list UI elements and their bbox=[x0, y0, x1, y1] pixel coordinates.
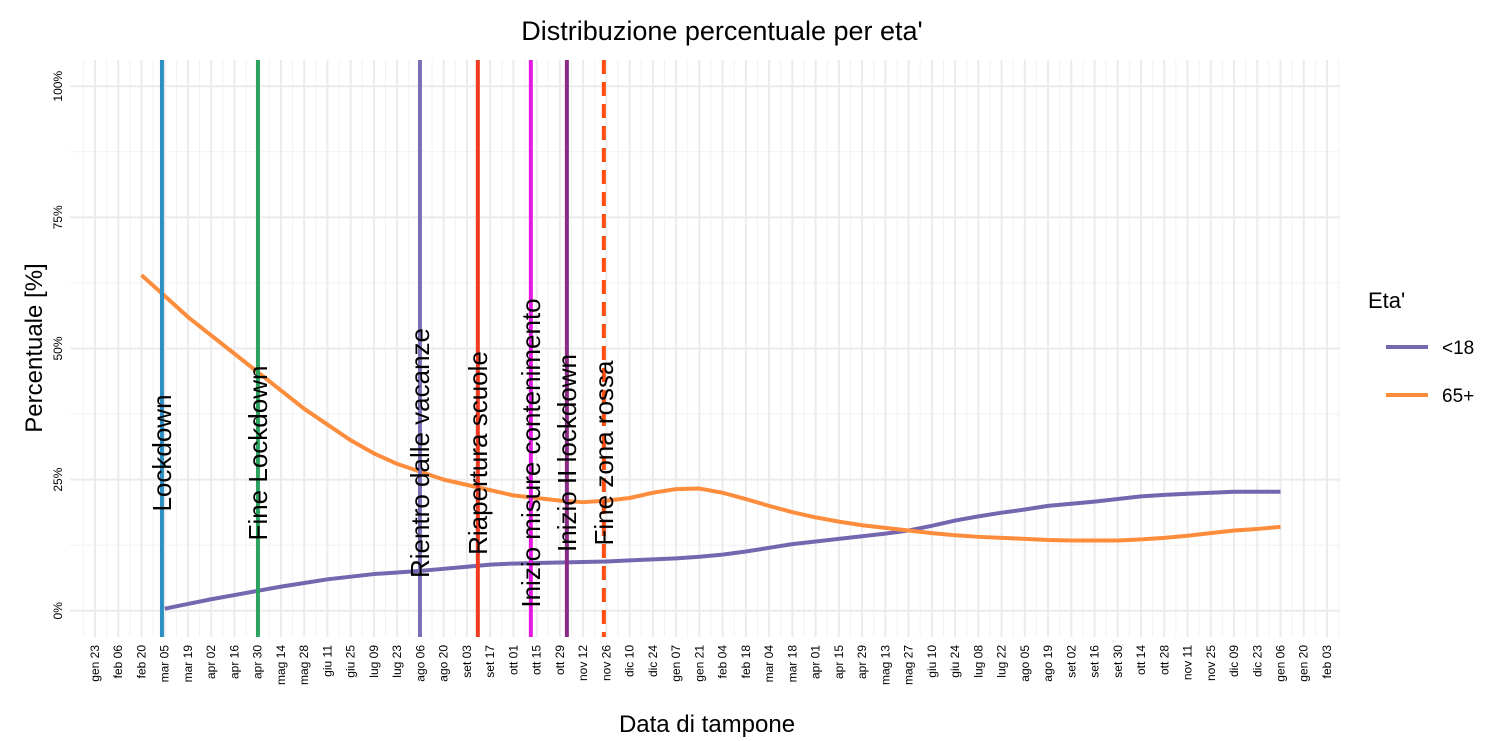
x-tick-label: apr 29 bbox=[855, 645, 869, 679]
event-label: Fine Lockdown bbox=[243, 366, 273, 541]
x-tick-label: dic 24 bbox=[646, 645, 660, 677]
legend-label: 65+ bbox=[1442, 386, 1474, 407]
x-tick-label: mag 27 bbox=[902, 645, 916, 685]
y-tick-label: 50% bbox=[51, 336, 65, 360]
x-tick-label: feb 20 bbox=[134, 645, 148, 679]
x-tick-label: ott 01 bbox=[506, 645, 520, 675]
x-tick-label: apr 02 bbox=[204, 645, 218, 679]
x-tick-label: apr 01 bbox=[809, 645, 823, 679]
x-tick-label: nov 11 bbox=[1181, 645, 1195, 680]
x-tick-label: ago 20 bbox=[437, 645, 451, 682]
legend-title: Eta' bbox=[1368, 288, 1405, 313]
x-tick-label: gen 20 bbox=[1297, 645, 1311, 682]
x-tick-label: set 17 bbox=[483, 645, 497, 678]
x-tick-label: set 30 bbox=[1111, 645, 1125, 678]
event-label: Riapertura scuole bbox=[463, 351, 493, 555]
y-tick-label: 100% bbox=[51, 71, 65, 102]
data-line bbox=[164, 489, 1281, 611]
y-tick-label: 25% bbox=[51, 467, 65, 491]
event-label: Lockdown bbox=[147, 394, 177, 511]
x-tick-label: feb 18 bbox=[739, 645, 753, 679]
x-tick-label: feb 03 bbox=[1320, 645, 1334, 679]
x-tick-label: nov 25 bbox=[1204, 645, 1218, 681]
x-tick-label: mar 05 bbox=[158, 645, 172, 683]
x-tick-label: apr 16 bbox=[227, 645, 241, 679]
x-tick-label: ott 14 bbox=[1134, 645, 1148, 675]
x-tick-label: giu 24 bbox=[948, 645, 962, 678]
data-line bbox=[140, 273, 1281, 543]
x-tick-label: dic 09 bbox=[1227, 645, 1241, 677]
event-label: Inizio misure contenimento bbox=[516, 298, 546, 607]
x-tick-label: dic 10 bbox=[623, 645, 637, 677]
event-label: Inizio II lockdown bbox=[552, 354, 582, 552]
y-axis-label: Percentuale [%] bbox=[21, 263, 48, 432]
x-tick-label: mar 18 bbox=[785, 645, 799, 683]
x-tick-label: mar 19 bbox=[181, 645, 195, 683]
x-tick-label: gen 23 bbox=[88, 645, 102, 682]
x-tick-label: apr 30 bbox=[251, 645, 265, 679]
x-tick-label: ago 06 bbox=[413, 645, 427, 682]
x-tick-label: mag 13 bbox=[878, 645, 892, 685]
legend-label: <18 bbox=[1442, 338, 1474, 359]
y-tick-label: 75% bbox=[51, 205, 65, 229]
x-tick-label: ott 15 bbox=[530, 645, 544, 675]
x-tick-label: ago 05 bbox=[1018, 645, 1032, 682]
x-tick-label: mag 14 bbox=[274, 645, 288, 685]
x-tick-label: giu 25 bbox=[344, 645, 358, 678]
event-label: Rientro dalle vacanze bbox=[405, 328, 435, 578]
x-tick-label: mag 28 bbox=[297, 645, 311, 685]
x-tick-label: gen 21 bbox=[692, 645, 706, 682]
x-tick-label: giu 11 bbox=[320, 645, 334, 677]
x-tick-label: lug 23 bbox=[390, 645, 404, 678]
x-tick-label: lug 08 bbox=[971, 645, 985, 678]
event-label: Fine zona rossa bbox=[589, 360, 619, 546]
x-tick-label: gen 06 bbox=[1273, 645, 1287, 682]
grid bbox=[70, 60, 1340, 637]
x-tick-label: mar 04 bbox=[762, 645, 776, 683]
x-tick-label: giu 10 bbox=[925, 645, 939, 678]
x-tick-label: ott 29 bbox=[553, 645, 567, 675]
y-tick-label: 0% bbox=[51, 602, 65, 620]
chart-title: Distribuzione percentuale per eta' bbox=[521, 16, 922, 46]
x-tick-label: lug 22 bbox=[995, 645, 1009, 678]
x-tick-label: dic 23 bbox=[1250, 645, 1264, 677]
x-tick-label: gen 07 bbox=[669, 645, 683, 682]
x-tick-label: feb 04 bbox=[716, 645, 730, 679]
x-tick-label: ago 19 bbox=[1041, 645, 1055, 682]
x-tick-label: nov 12 bbox=[576, 645, 590, 681]
x-tick-label: feb 06 bbox=[111, 645, 125, 679]
x-tick-label: lug 09 bbox=[367, 645, 381, 678]
x-tick-label: set 03 bbox=[460, 645, 474, 678]
x-tick-label: ott 28 bbox=[1157, 645, 1171, 675]
x-axis-label: Data di tampone bbox=[619, 711, 795, 738]
x-tick-label: set 02 bbox=[1064, 645, 1078, 678]
x-tick-label: set 16 bbox=[1088, 645, 1102, 678]
x-tick-label: apr 15 bbox=[832, 645, 846, 679]
x-tick-label: nov 26 bbox=[599, 645, 613, 681]
